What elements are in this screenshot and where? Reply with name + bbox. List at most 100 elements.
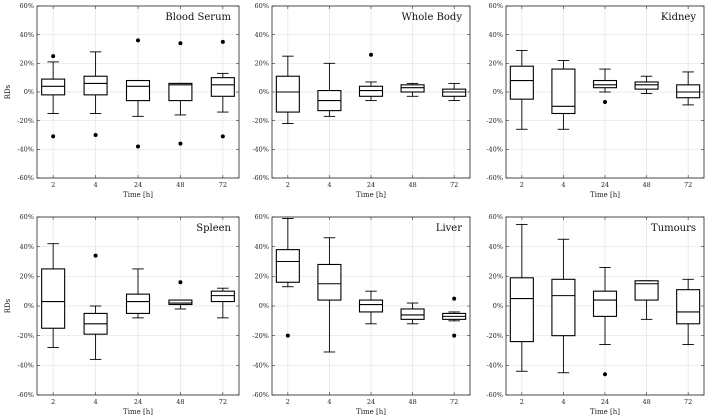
y-tick-label: 60% [20, 213, 34, 221]
box-iqr [551, 278, 576, 337]
x-axis-label: Time [h] [590, 408, 620, 416]
x-tick-label: 72 [684, 398, 692, 406]
y-tick-label: -60% [252, 174, 269, 182]
panel-title: Blood Serum [165, 12, 231, 23]
y-tick-label: 40% [255, 31, 269, 39]
box-24h [592, 68, 618, 105]
box-iqr [676, 84, 701, 99]
outlier-point [285, 333, 290, 338]
plot-frame [271, 216, 471, 396]
x-tick-label: 72 [684, 181, 692, 189]
y-tick-label: 0% [493, 88, 503, 96]
x-axis-label: Time [h] [123, 408, 153, 416]
box-48h [400, 302, 425, 325]
x-tick-label: 48 [176, 181, 184, 189]
y-tick-label: -60% [17, 391, 34, 399]
box-iqr [509, 65, 534, 100]
outlier-point [93, 133, 98, 137]
x-tick-label: 4 [94, 398, 98, 406]
outlier-point [51, 134, 56, 139]
x-axis-label-top-row: Time [h] [123, 191, 153, 199]
box-iqr [400, 308, 425, 320]
outlier-point [51, 54, 56, 59]
y-tick-label: 40% [20, 31, 34, 39]
panel-title: Liver [436, 223, 462, 234]
y-tick-label: 60% [255, 213, 269, 221]
box-48h [400, 82, 425, 97]
x-axis-label-top-row: Time [h] [590, 191, 620, 199]
box-iqr [275, 75, 300, 113]
x-tick-label: 2 [520, 181, 524, 189]
outlier-point [603, 372, 607, 377]
y-axis-label: RDs [4, 298, 12, 313]
box-4h [551, 238, 576, 374]
x-tick-label: 72 [450, 181, 458, 189]
y-tick-label: 20% [255, 273, 269, 281]
box-iqr [41, 268, 66, 329]
y-tick-label: 60% [255, 2, 269, 10]
box-2h [41, 243, 66, 348]
panel-title: Whole Body [402, 12, 463, 23]
x-axis-label-top-row: Time [h] [356, 191, 386, 199]
y-tick-label: 40% [489, 31, 503, 39]
y-tick-label: -40% [252, 362, 269, 370]
x-tick-label: 24 [367, 398, 375, 406]
plot-frame [505, 216, 705, 396]
box-48h [634, 75, 659, 94]
x-tick-label: 4 [327, 181, 331, 189]
box-iqr [317, 263, 342, 301]
y-tick-label: -60% [486, 391, 503, 399]
y-tick-label: -20% [486, 117, 503, 125]
panel-spleen: -60%-40%-20%0%20%40%60%2 4 24 48 72SpleenRDs… [4, 213, 240, 416]
x-tick-label: 4 [327, 398, 331, 406]
panel-tumours: -60%-40%-20%0%20%40%60%2 4 24 48 72TumoursTi… [486, 213, 705, 416]
x-axis-label: Time [h] [356, 408, 386, 416]
y-tick-label: 20% [489, 273, 503, 281]
box-iqr [125, 293, 151, 314]
box-72h [676, 278, 701, 346]
box-4h [317, 237, 342, 353]
box-2h [275, 218, 300, 338]
box-iqr [358, 85, 384, 97]
box-iqr [592, 290, 618, 317]
panel-title: Tumours [651, 223, 696, 234]
box-4h [83, 253, 108, 360]
y-tick-label: -40% [486, 362, 503, 370]
y-tick-label: 0% [259, 88, 269, 96]
x-tick-label: 24 [367, 181, 375, 189]
box-iqr [634, 81, 659, 90]
x-tick-label: 48 [408, 398, 416, 406]
y-tick-label: 40% [20, 243, 34, 251]
y-tick-label: -40% [486, 146, 503, 154]
y-tick-label: -60% [17, 174, 34, 182]
y-tick-label: 60% [20, 2, 34, 10]
box-iqr [168, 299, 193, 306]
y-tick-label: -40% [252, 146, 269, 154]
x-tick-label: 24 [134, 181, 142, 189]
y-tick-label: -20% [486, 332, 503, 340]
y-tick-label: 20% [255, 60, 269, 68]
x-tick-label: 24 [601, 398, 609, 406]
y-tick-label: 40% [489, 243, 503, 251]
outlier-point [452, 296, 457, 301]
y-tick-label: 0% [24, 88, 34, 96]
box-48h [168, 280, 193, 310]
x-tick-label: 4 [561, 181, 565, 189]
box-48h [168, 41, 193, 146]
x-tick-label: 4 [561, 398, 565, 406]
y-tick-label: 40% [255, 243, 269, 251]
box-72h [210, 287, 235, 319]
x-tick-label: 2 [51, 181, 55, 189]
outlier-point [178, 280, 183, 285]
box-4h [551, 60, 576, 130]
box-24h [125, 38, 151, 149]
x-tick-label: 72 [219, 398, 227, 406]
box-iqr [442, 88, 467, 97]
box-iqr [634, 280, 659, 301]
x-tick-label: 2 [286, 181, 290, 189]
y-tick-label: 0% [24, 302, 34, 310]
box-4h [317, 62, 342, 117]
y-tick-label: -60% [252, 391, 269, 399]
